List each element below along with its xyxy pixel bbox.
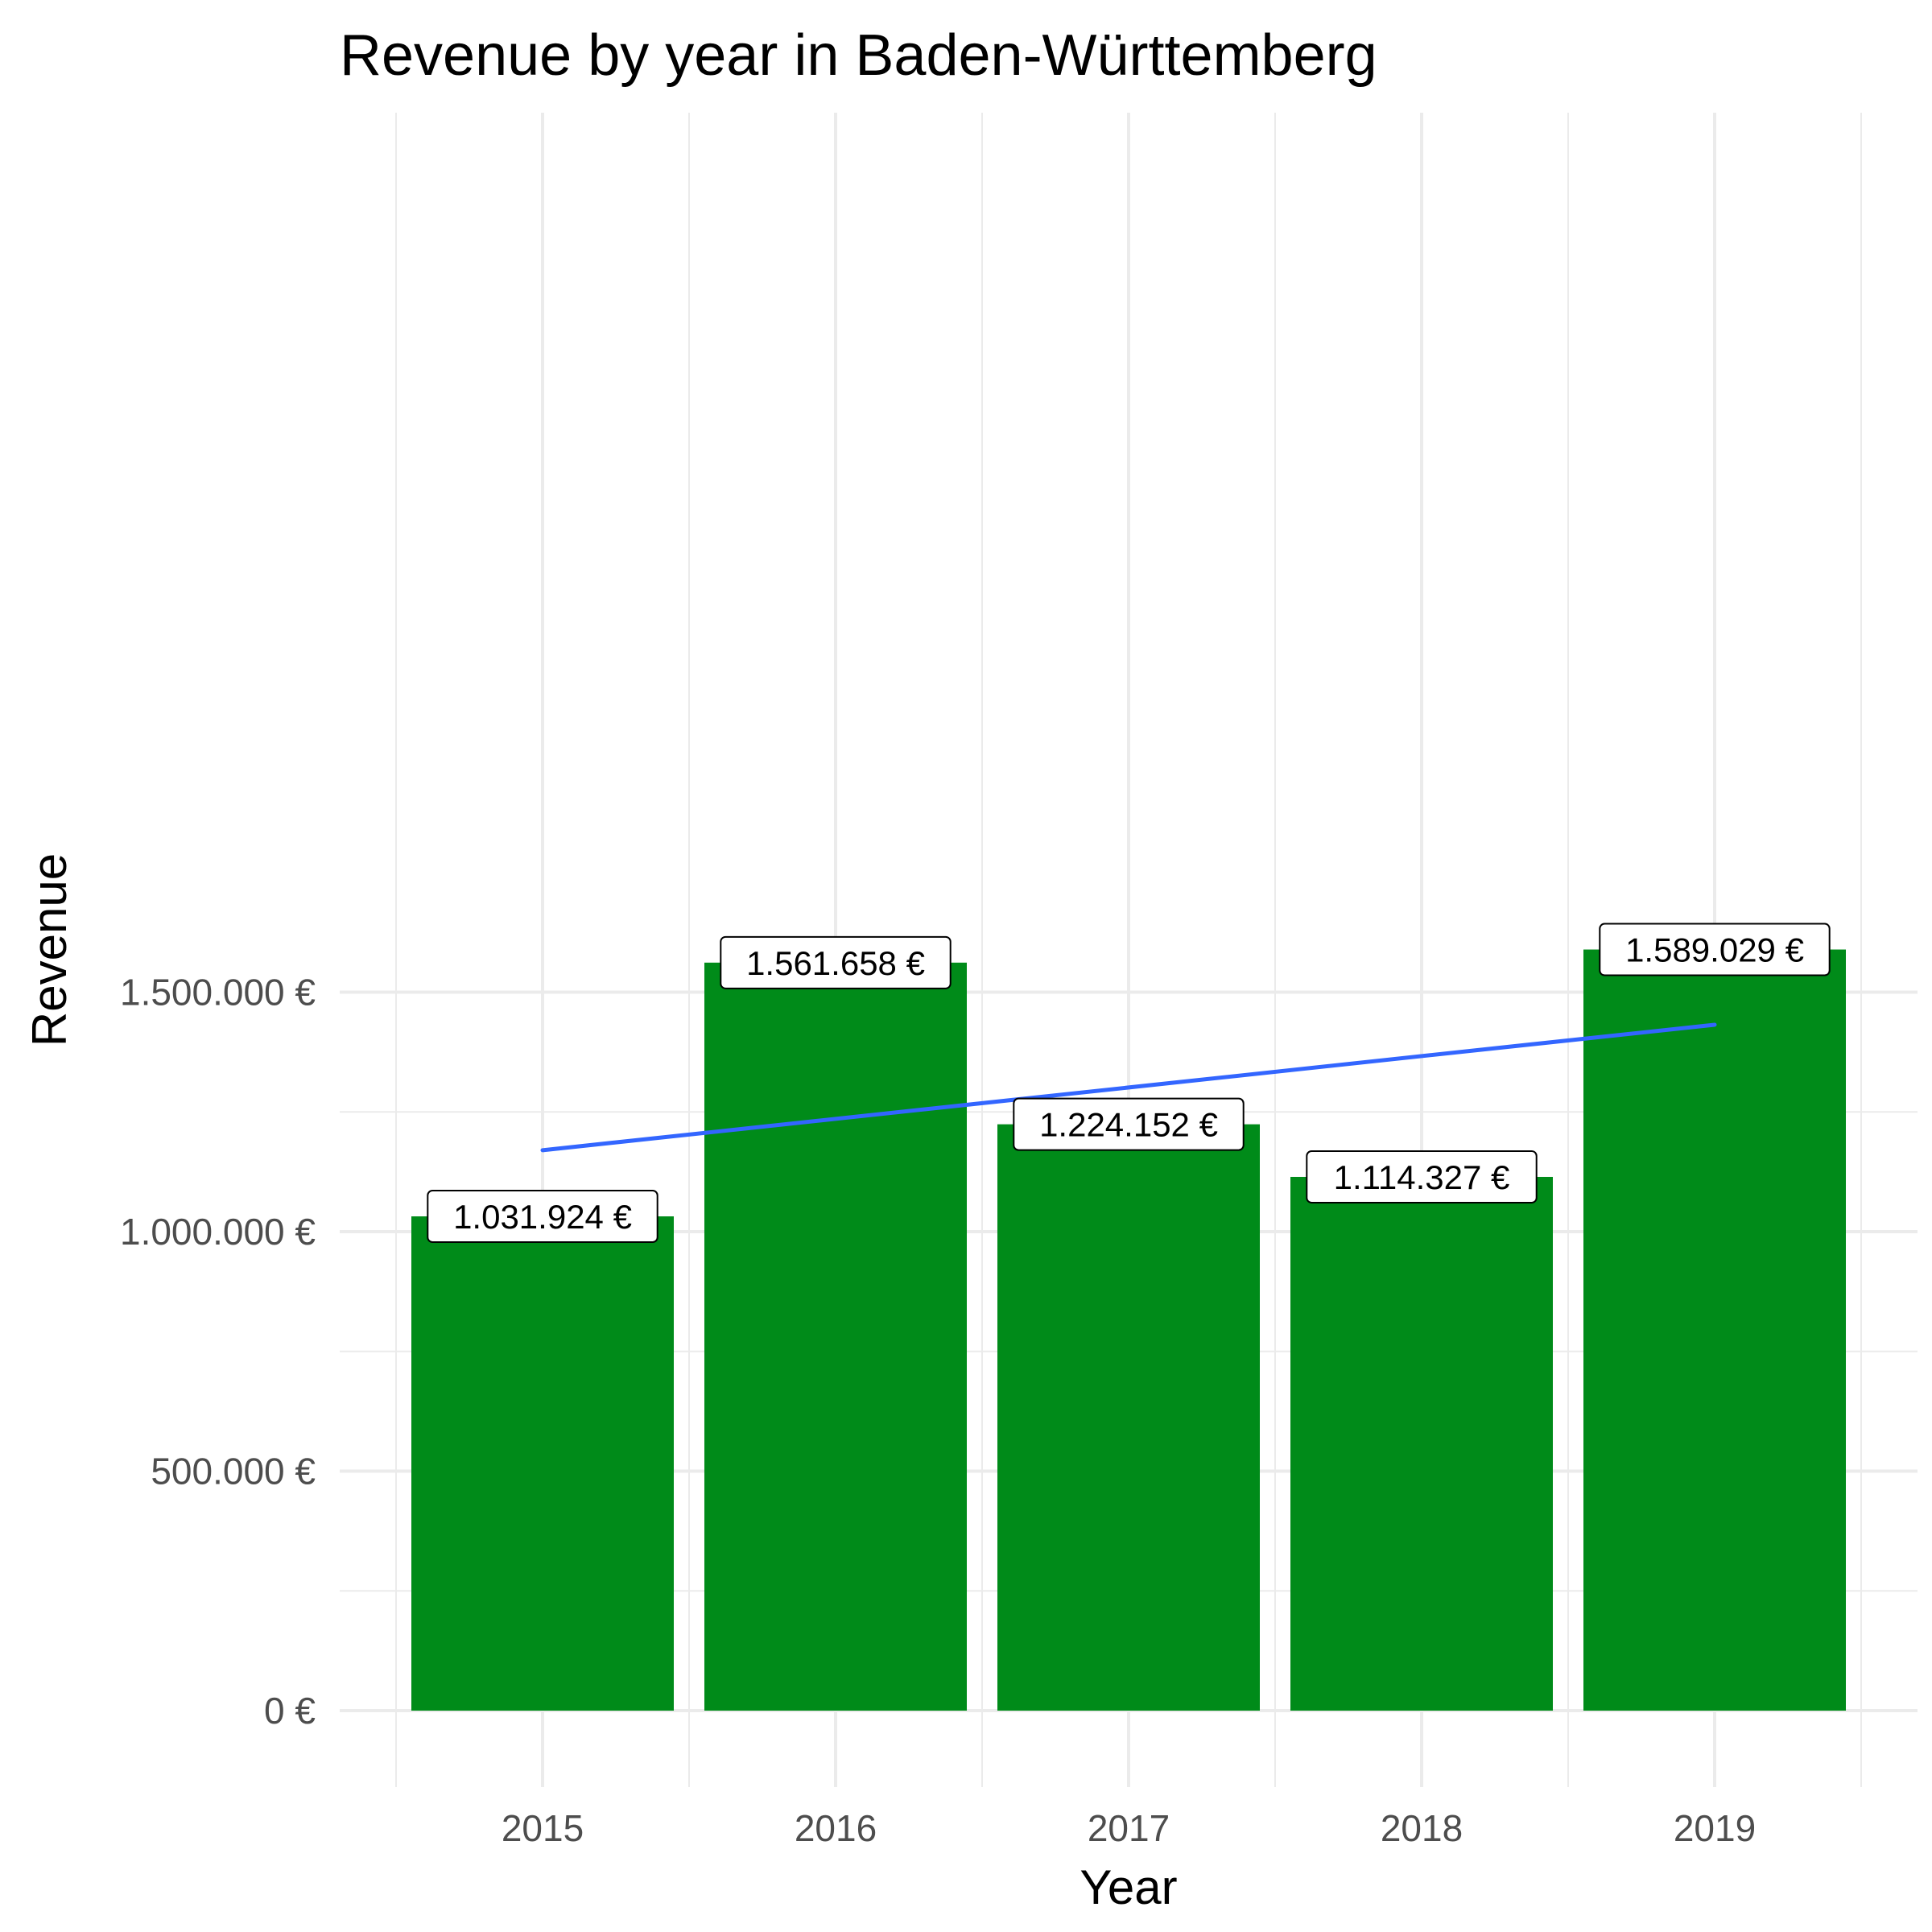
data-label-layer: 1.031.924 € 1.561.658 € 1.224.152 € 1.114.3… bbox=[427, 923, 1831, 1244]
bar-2017 bbox=[997, 1124, 1260, 1711]
y-tick-label: 500.000 € bbox=[151, 1451, 316, 1492]
x-tick-label: 2018 bbox=[1381, 1807, 1463, 1849]
chart-title: Revenue by year in Baden-Württemberg bbox=[340, 23, 1377, 88]
trend-line bbox=[540, 1022, 1717, 1153]
axis-layer: 0 € 500.000 € 1.000.000 € 1.500.000 € 2015 20… bbox=[120, 972, 1756, 1850]
x-tick-label: 2019 bbox=[1674, 1807, 1756, 1849]
data-label-text: 1.561.658 € bbox=[746, 944, 925, 982]
data-label-2018: 1.114.327 € bbox=[1306, 1150, 1538, 1203]
data-label-box bbox=[1599, 923, 1831, 976]
bar-2019 bbox=[1583, 949, 1846, 1711]
y-tick-label: 1.000.000 € bbox=[120, 1211, 316, 1253]
data-label-2017: 1.224.152 € bbox=[1013, 1097, 1245, 1151]
data-label-box bbox=[720, 935, 952, 989]
data-label-box bbox=[1306, 1150, 1538, 1203]
data-label-text: 1.589.029 € bbox=[1625, 931, 1804, 969]
bar-layer bbox=[411, 949, 1846, 1711]
y-axis-title: Revenue bbox=[23, 853, 76, 1046]
data-label-2015: 1.031.924 € bbox=[427, 1190, 658, 1244]
data-label-box bbox=[427, 1190, 658, 1244]
trend-layer bbox=[540, 1022, 1717, 1153]
x-tick-label: 2015 bbox=[502, 1807, 584, 1849]
data-label-text: 1.031.924 € bbox=[453, 1198, 632, 1236]
bar-2016 bbox=[704, 962, 967, 1711]
data-label-text: 1.114.327 € bbox=[1334, 1158, 1510, 1196]
data-label-text: 1.224.152 € bbox=[1039, 1106, 1218, 1144]
bar-2015 bbox=[411, 1216, 674, 1711]
y-tick-label: 1.500.000 € bbox=[120, 972, 316, 1013]
y-tick-label: 0 € bbox=[264, 1690, 316, 1732]
x-tick-label: 2016 bbox=[795, 1807, 877, 1849]
data-label-2019: 1.589.029 € bbox=[1599, 923, 1831, 976]
bar-2018 bbox=[1290, 1176, 1553, 1711]
data-label-2016: 1.561.658 € bbox=[720, 935, 952, 989]
data-label-box bbox=[1013, 1097, 1245, 1151]
x-axis-title: Year bbox=[1080, 1860, 1177, 1914]
x-tick-label: 2017 bbox=[1088, 1807, 1170, 1849]
